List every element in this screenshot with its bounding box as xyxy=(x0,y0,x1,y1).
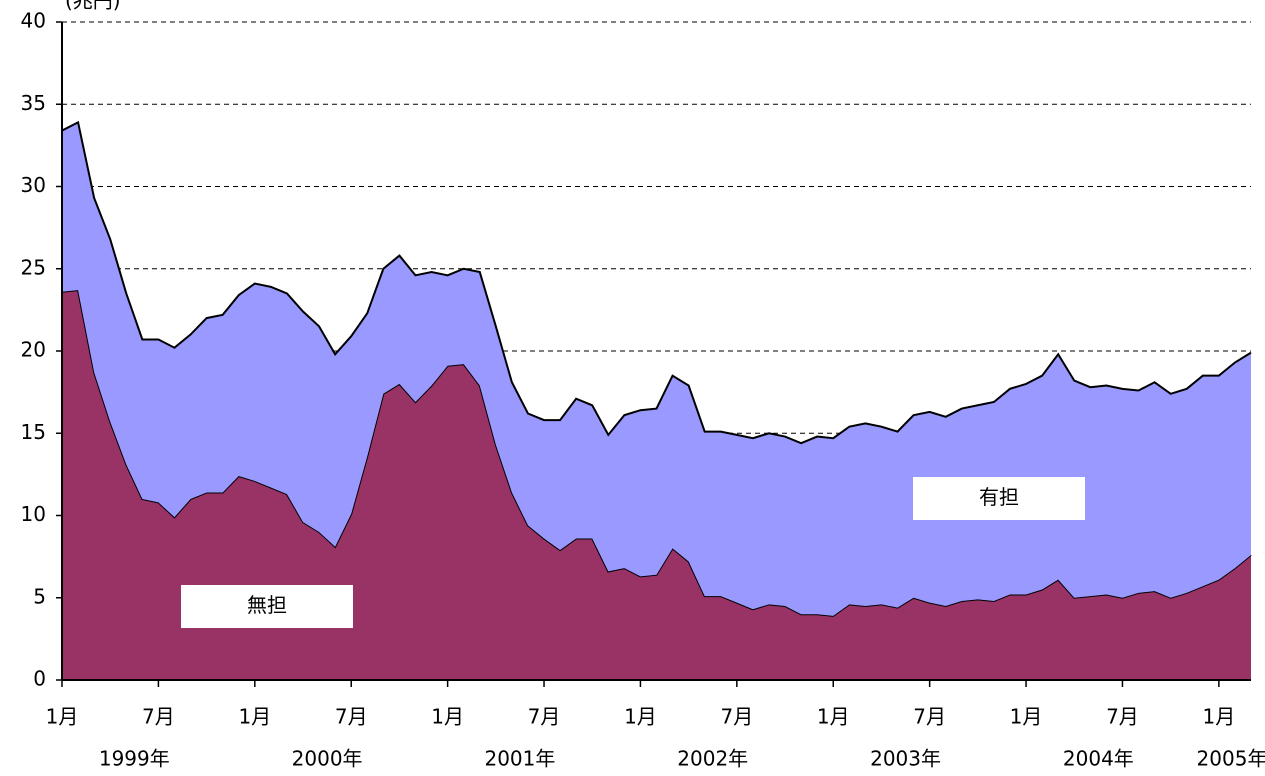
series-label: 有担 xyxy=(979,485,1019,509)
x-tick-label: 1月 xyxy=(431,705,464,729)
x-tick-label: 1月 xyxy=(1010,705,1043,729)
x-tick-label: 1月 xyxy=(238,705,271,729)
year-label: 2005年 xyxy=(1197,747,1265,771)
x-tick-label: 1月 xyxy=(1202,705,1235,729)
x-tick-label: 1月 xyxy=(46,705,79,729)
year-label: 1999年 xyxy=(99,747,170,771)
x-tick-label: 1月 xyxy=(817,705,850,729)
year-label: 2001年 xyxy=(484,747,555,771)
label-box xyxy=(181,585,353,628)
x-tick-label: 1月 xyxy=(624,705,657,729)
y-tick-label: 0 xyxy=(33,667,46,691)
y-tick-label: 25 xyxy=(21,255,46,279)
y-axis-label: (兆円) xyxy=(65,0,121,13)
area xyxy=(62,290,1251,680)
y-tick-label: 20 xyxy=(21,338,46,362)
x-tick-label: 7月 xyxy=(528,705,561,729)
series-label: 無担 xyxy=(247,593,287,617)
year-label: 2004年 xyxy=(1063,747,1134,771)
area-outline xyxy=(61,120,1252,445)
label-box xyxy=(913,477,1085,520)
x-tick-label: 7月 xyxy=(1106,705,1139,729)
year-label: 2000年 xyxy=(292,747,363,771)
x-tick-label: 7月 xyxy=(913,705,946,729)
y-tick-label: 35 xyxy=(21,91,46,115)
year-label: 2002年 xyxy=(677,747,748,771)
year-label: 2003年 xyxy=(870,747,941,771)
x-tick-label: 7月 xyxy=(142,705,175,729)
y-tick-label: 30 xyxy=(21,173,46,197)
y-tick-label: 40 xyxy=(21,9,46,33)
y-tick-label: 15 xyxy=(21,420,46,444)
y-tick-label: 10 xyxy=(21,502,46,526)
x-tick-label: 7月 xyxy=(335,705,368,729)
y-tick-label: 5 xyxy=(33,584,46,608)
x-tick-label: 7月 xyxy=(720,705,753,729)
